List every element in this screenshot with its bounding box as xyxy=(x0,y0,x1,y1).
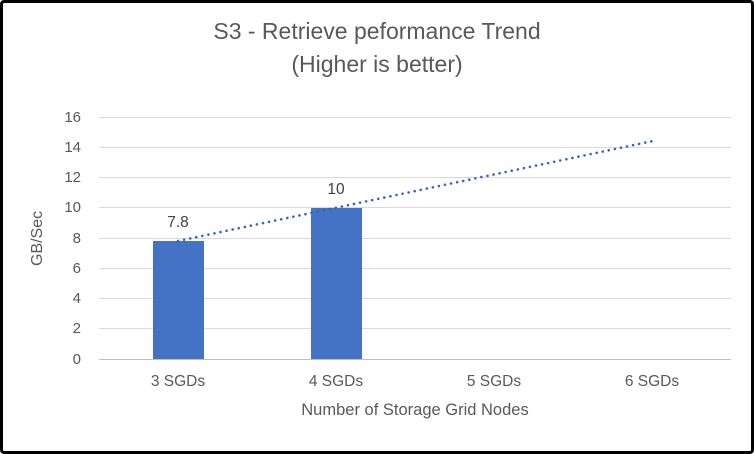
gridline-12 xyxy=(99,177,731,178)
y-tick-label-10: 10 xyxy=(64,199,81,217)
x-axis-title: Number of Storage Grid Nodes xyxy=(301,401,529,419)
y-tick-label-16: 16 xyxy=(64,108,81,126)
y-tick-label-8: 8 xyxy=(72,229,81,247)
x-tick-label-5-sgds: 5 SGDs xyxy=(466,373,522,390)
y-tick-label-14: 14 xyxy=(64,138,81,156)
y-tick-label-2: 2 xyxy=(72,320,81,338)
gridline-14 xyxy=(99,146,731,148)
x-axis-line xyxy=(99,358,731,360)
gridline-6 xyxy=(99,267,731,269)
gridline-2 xyxy=(99,328,731,330)
y-axis-title: GB/Sec xyxy=(29,210,46,266)
bar-4-sgds xyxy=(310,207,362,359)
gridline-10 xyxy=(99,207,731,209)
y-tick-label-4: 4 xyxy=(72,290,81,307)
gridline-4 xyxy=(99,298,731,299)
gridline-16 xyxy=(99,116,731,118)
chart-title-line2: (Higher is better) xyxy=(291,51,463,77)
chart-title: S3 - Retrieve peformance Trend (Higher i… xyxy=(3,15,751,81)
x-tick-label-4-sgds: 4 SGDs xyxy=(308,373,364,390)
data-label-4-sgds: 10 xyxy=(327,180,345,198)
x-tick-label-6-sgds: 6 SGDs xyxy=(624,373,680,390)
trendline-dotted xyxy=(176,139,654,243)
y-tick-label-6: 6 xyxy=(72,259,81,277)
data-label-3-sgds: 7.8 xyxy=(167,214,189,232)
chart-title-line1: S3 - Retrieve peformance Trend xyxy=(213,18,541,44)
y-tick-label-12: 12 xyxy=(64,169,81,186)
x-tick-label-3-sgds: 3 SGDs xyxy=(150,373,206,390)
y-tick-label-0: 0 xyxy=(72,350,81,368)
gridline-8 xyxy=(99,237,731,239)
bar-3-sgds xyxy=(152,241,204,359)
